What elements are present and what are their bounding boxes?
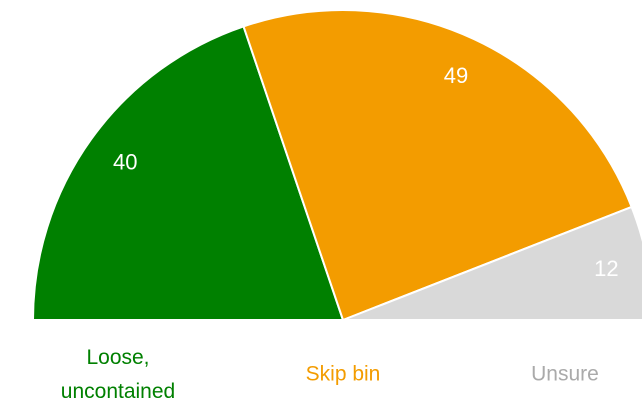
data-label: 12: [594, 256, 618, 281]
category-label: Loose, uncontained: [61, 346, 175, 403]
slice: [31, 25, 345, 321]
slice: [242, 9, 633, 322]
slice: [342, 205, 642, 321]
data-label: 49: [444, 63, 468, 88]
data-label: 40: [113, 150, 137, 175]
category-label: Unsure: [531, 363, 599, 386]
category-label: Skip bin: [306, 363, 381, 386]
